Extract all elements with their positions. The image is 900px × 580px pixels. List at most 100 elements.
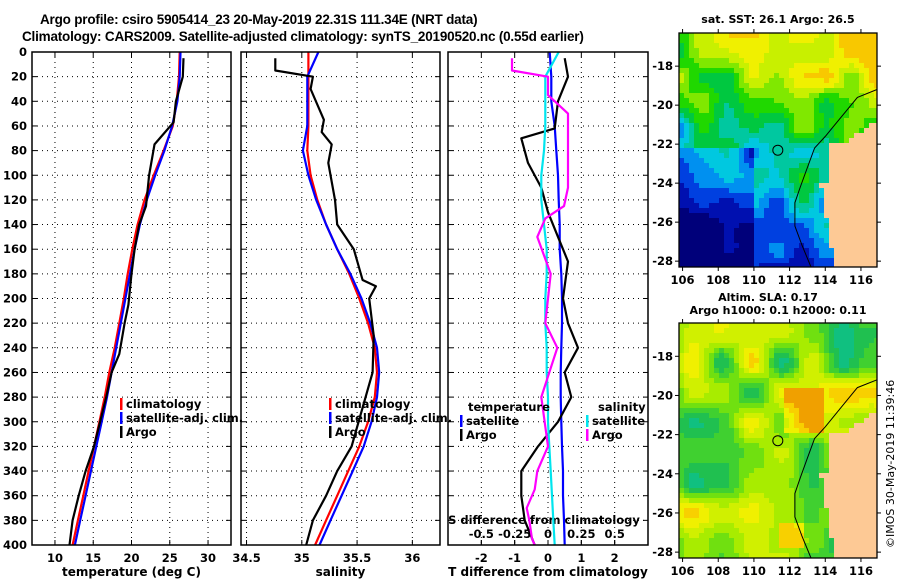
map-cell	[819, 108, 824, 113]
map-cell	[779, 188, 784, 193]
map-cell	[864, 483, 869, 488]
map-cell	[684, 373, 689, 378]
map-cell	[719, 228, 724, 233]
map-cell	[804, 43, 809, 48]
map-cell	[679, 223, 684, 228]
map-cell	[734, 188, 739, 193]
map-cell	[714, 443, 719, 448]
map-cell	[789, 503, 794, 508]
s-tick-label: 0.25	[567, 527, 595, 541]
map-cell	[689, 133, 694, 138]
map-cell	[874, 78, 877, 83]
map-cell	[754, 398, 759, 403]
map-cell	[814, 538, 819, 543]
map-cell	[734, 448, 739, 453]
map-cell	[729, 518, 734, 523]
map-cell	[684, 63, 689, 68]
map-cell	[704, 188, 709, 193]
map-cell	[714, 423, 719, 428]
map-cell	[829, 248, 834, 253]
map-cell	[689, 538, 694, 543]
map-cell	[874, 223, 877, 228]
map-cell	[744, 258, 749, 263]
map-cell	[794, 458, 799, 463]
map-cell	[684, 88, 689, 93]
map-cell	[769, 523, 774, 528]
map-cell	[789, 528, 794, 533]
map-cell	[774, 243, 779, 248]
map-cell	[794, 548, 799, 553]
map-cell	[874, 53, 877, 58]
map-cell	[854, 523, 859, 528]
legend-label: satellite-adj. clim.	[335, 411, 452, 425]
map-cell	[784, 553, 789, 558]
map-cell	[854, 153, 859, 158]
map-cell	[694, 373, 699, 378]
map-cell	[694, 513, 699, 518]
map-cell	[779, 118, 784, 123]
map-cell	[804, 153, 809, 158]
map-cell	[739, 78, 744, 83]
map-cell	[859, 523, 864, 528]
map-cell	[734, 178, 739, 183]
map-cell	[854, 488, 859, 493]
map-cell	[804, 443, 809, 448]
map-cell	[754, 93, 759, 98]
map-cell	[804, 528, 809, 533]
map-cell	[804, 413, 809, 418]
map-cell	[834, 33, 839, 38]
map-cell	[759, 228, 764, 233]
map-cell	[739, 208, 744, 213]
map-cell	[819, 68, 824, 73]
map-cell	[759, 143, 764, 148]
map-cell	[799, 423, 804, 428]
map-cell	[714, 458, 719, 463]
map-cell	[834, 353, 839, 358]
map-cell	[694, 473, 699, 478]
map-cell	[869, 403, 874, 408]
map-cell	[824, 188, 829, 193]
map-cell	[849, 63, 854, 68]
map-cell	[679, 543, 684, 548]
map-cell	[809, 548, 814, 553]
map-cell	[804, 378, 809, 383]
map-cell	[774, 108, 779, 113]
map-cell	[759, 168, 764, 173]
map-cell	[794, 453, 799, 458]
map-cell	[809, 433, 814, 438]
map-cell	[849, 193, 854, 198]
map-cell	[734, 203, 739, 208]
map-cell	[839, 493, 844, 498]
map-cell	[744, 88, 749, 93]
map-cell	[704, 43, 709, 48]
map-cell	[704, 238, 709, 243]
map-cell	[759, 513, 764, 518]
map-cell	[769, 473, 774, 478]
map-cell	[709, 333, 714, 338]
map-cell	[679, 243, 684, 248]
map-cell	[754, 173, 759, 178]
map-cell	[789, 508, 794, 513]
map-cell	[829, 533, 834, 538]
copyright-label: ©IMOS 30-May-2019 11:39:46	[884, 380, 897, 548]
map-cell	[739, 468, 744, 473]
map-cell	[709, 503, 714, 508]
map-cell	[749, 363, 754, 368]
map-cell	[799, 48, 804, 53]
map-cell	[849, 78, 854, 83]
map-cell	[829, 443, 834, 448]
map-cell	[734, 73, 739, 78]
map-cell	[689, 148, 694, 153]
map-cell	[724, 453, 729, 458]
map-cell	[719, 33, 724, 38]
map-cell	[874, 338, 877, 343]
map-cell	[829, 433, 834, 438]
lat-tick-label: -28	[652, 254, 673, 268]
map-cell	[844, 328, 849, 333]
map-cell	[849, 133, 854, 138]
isobath-line	[794, 379, 878, 559]
map-cell	[774, 253, 779, 258]
map-cell	[709, 358, 714, 363]
map-cell	[859, 213, 864, 218]
map-cell	[739, 158, 744, 163]
